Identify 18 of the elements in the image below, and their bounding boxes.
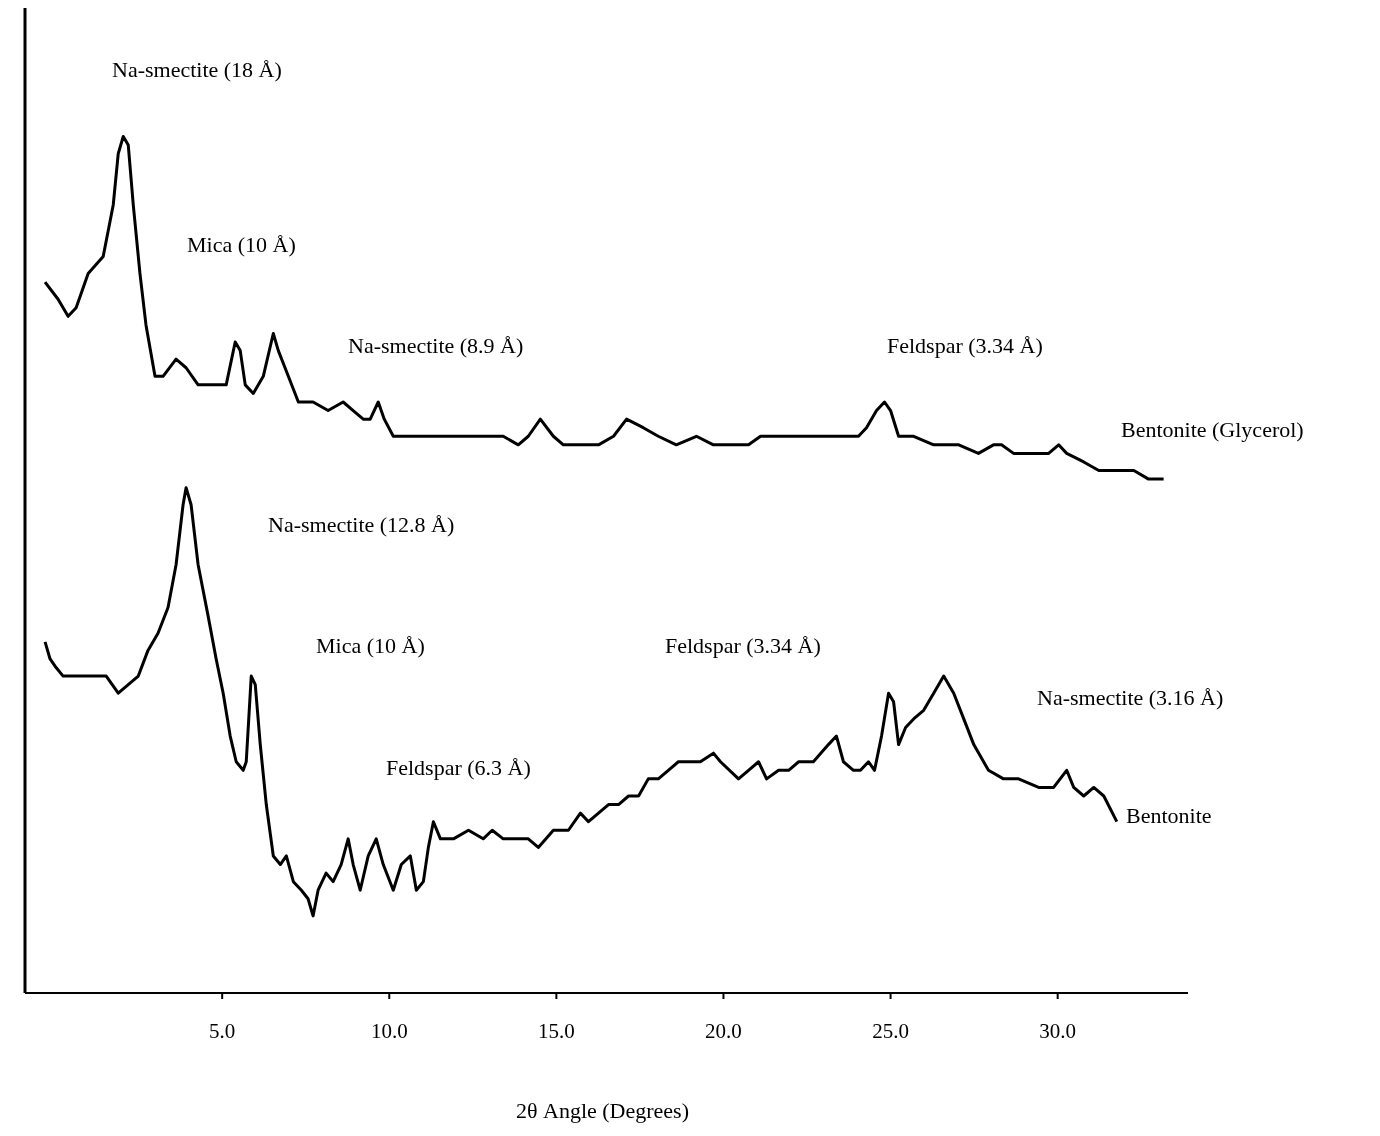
series-label: Bentonite	[1126, 803, 1212, 829]
x-tick-label: 10.0	[370, 1018, 408, 1043]
annotation: Feldspar (3.34 Å)	[887, 333, 1043, 359]
annotation: Na-smectite (12.8 Å)	[268, 512, 455, 538]
x-tick-label: 15.0	[538, 1018, 575, 1043]
x-tick-label: 5.0	[209, 1018, 236, 1043]
annotation: Feldspar (6.3 Å)	[386, 755, 531, 781]
annotation: Feldspar (3.34 Å)	[665, 633, 821, 659]
annotation: Na-smectite (8.9 Å)	[348, 333, 524, 359]
x-tick-label: 20.0	[705, 1018, 742, 1043]
x-tick-label: 30.0	[1039, 1018, 1077, 1043]
x-axis-title: 2θ Angle (Degrees)	[515, 1098, 690, 1124]
series-label: Bentonite (Glycerol)	[1121, 417, 1304, 443]
annotation: Mica (10 Å)	[316, 633, 425, 659]
annotation: Na-smectite (3.16 Å)	[1037, 685, 1224, 711]
text: Na-smectite (18 Å)	[112, 57, 282, 83]
x-tick-label: 25.0	[872, 1018, 909, 1043]
annotation: Mica (10 Å)	[187, 232, 296, 258]
